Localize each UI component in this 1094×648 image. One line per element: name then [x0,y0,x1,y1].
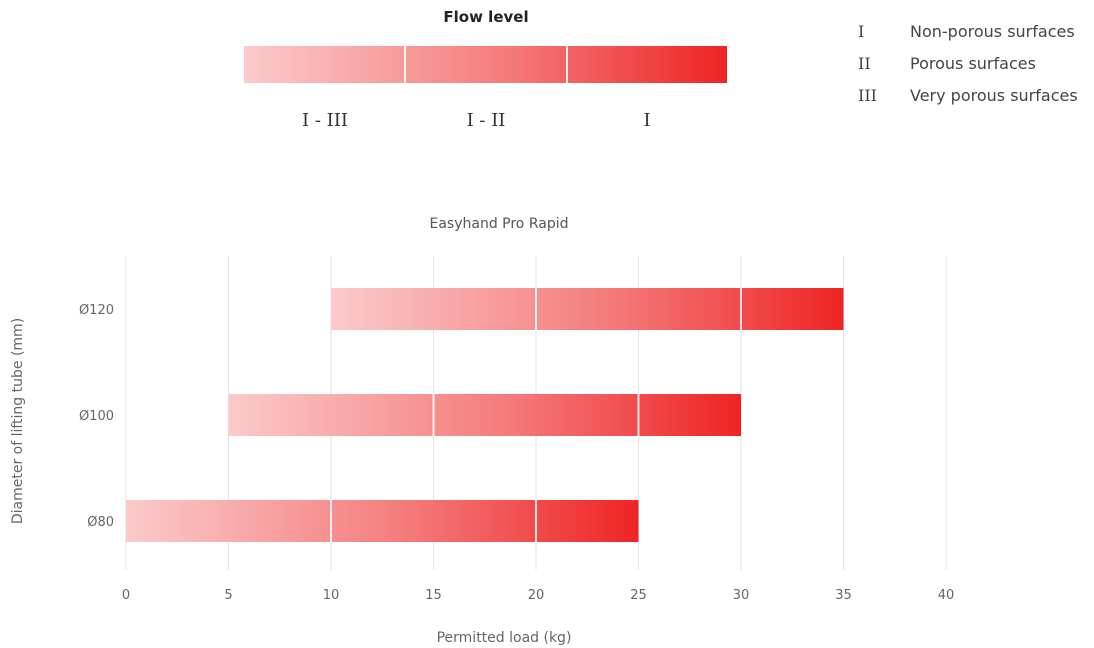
x-tick-label: 10 [323,588,340,603]
legend-code: I [858,22,865,41]
flow-segment-label-low: I - III [302,110,348,131]
x-tick-label: 30 [733,588,750,603]
x-tick-labels: 0 5 10 15 20 25 30 35 40 [122,588,954,603]
legend-text: Non-porous surfaces [910,22,1075,41]
flow-level-title: Flow level [443,8,529,26]
bars [126,288,844,542]
chart-title: Easyhand Pro Rapid [430,216,569,232]
y-tick-label: Ø80 [87,515,114,530]
x-tick-label: 0 [122,588,130,603]
x-tick-label: 25 [630,588,647,603]
x-tick-label: 5 [224,588,232,603]
flow-level-divider [404,46,406,83]
legend-text: Very porous surfaces [910,86,1078,105]
legend-code: II [858,54,871,73]
flow-level-gradient-bar [244,46,727,83]
y-tick-labels: Ø120 Ø100 Ø80 [79,303,114,530]
flow-level-divider [566,46,568,83]
y-tick-label: Ø100 [79,409,114,424]
y-tick-label: Ø120 [79,303,114,318]
range-bar [331,288,844,330]
x-tick-label: 35 [835,588,852,603]
x-tick-label: 20 [528,588,545,603]
x-tick-label: 40 [938,588,955,603]
flow-segment-label-high: I [643,110,651,131]
x-tick-label: 15 [425,588,442,603]
legend-code: III [858,86,877,105]
range-bar [126,500,639,542]
range-bar [228,394,741,436]
y-axis-label: Diameter of lifting tube (mm) [10,318,26,524]
x-axis-label: Permitted load (kg) [437,630,572,646]
legend-text: Porous surfaces [910,54,1036,73]
flow-segment-label-mid: I - II [466,110,506,131]
